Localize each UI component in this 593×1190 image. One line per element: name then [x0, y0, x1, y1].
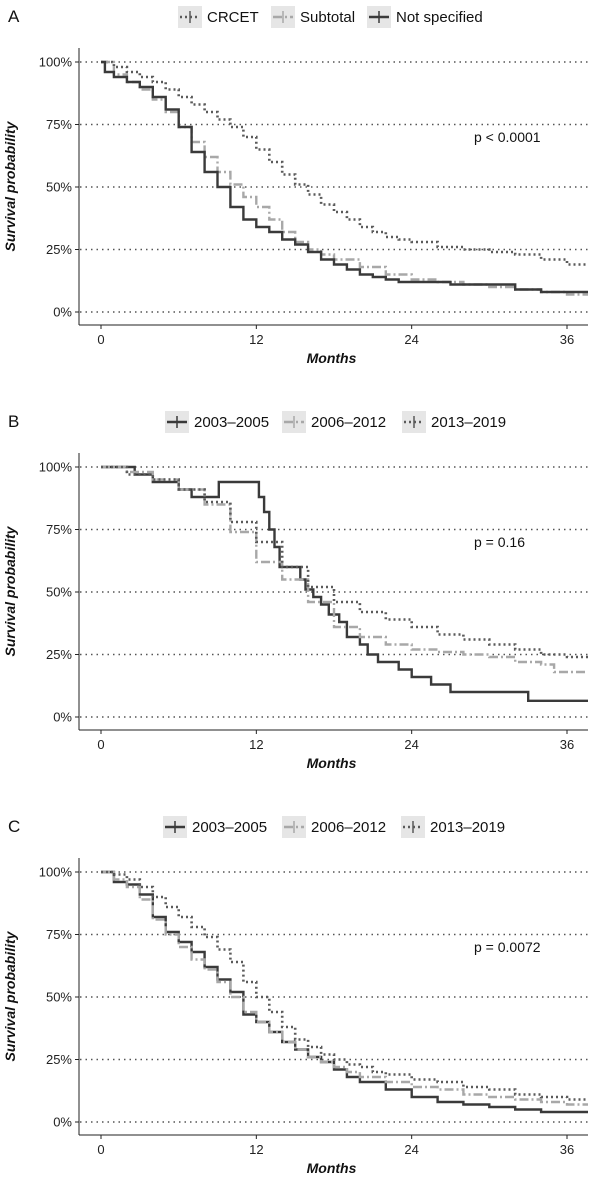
y-axis-title: Survival probability: [2, 120, 18, 251]
x-tick-label: 36: [560, 737, 574, 752]
panel-b: B 2003–2005 2006–2012 2013–2019 0% 25% 50% 75% 1…: [2, 411, 588, 771]
legend-label: 2006–2012: [311, 819, 386, 836]
panel-a: A CRCET Subtotal Not specified 0% 25% 50% 75% 10…: [2, 6, 588, 366]
series-line-solid: [101, 870, 588, 1114]
panel-c: C 2003–2005 2006–2012 2013–2019 0% 25% 50% 75% 1…: [2, 816, 588, 1176]
legend-label: Not specified: [396, 9, 483, 26]
y-tick-label: 0%: [53, 710, 72, 725]
legend: 2003–2005 2006–2012 2013–2019: [165, 411, 506, 433]
legend-label: 2006–2012: [311, 414, 386, 431]
x-tick-label: 36: [560, 332, 574, 347]
series-line-dashdot: [101, 465, 588, 674]
y-tick-label: 25%: [46, 647, 72, 662]
x-tick-label: 12: [249, 737, 263, 752]
x-tick-label: 0: [97, 332, 104, 347]
series-line-dashdot: [101, 60, 588, 296]
legend-label: 2003–2005: [192, 819, 267, 836]
series-line-solid: [101, 60, 588, 294]
x-tick-label: 12: [249, 332, 263, 347]
x-tick-label: 24: [404, 332, 418, 347]
series-line-dotted: [101, 465, 588, 659]
series-line-dashdot: [101, 870, 588, 1106]
panel-letter: A: [8, 7, 20, 26]
legend-label: 2013–2019: [431, 414, 506, 431]
legend-label: CRCET: [207, 9, 259, 26]
legend-label: 2003–2005: [194, 414, 269, 431]
panel-letter: C: [8, 817, 20, 836]
x-tick-label: 0: [97, 1142, 104, 1157]
legend: CRCET Subtotal Not specified: [178, 6, 483, 28]
y-axis-title: Survival probability: [2, 525, 18, 656]
y-tick-label: 50%: [46, 585, 72, 600]
legend-label: 2013–2019: [430, 819, 505, 836]
p-value-annotation: p = 0.16: [474, 534, 525, 550]
series-line-dotted: [101, 60, 588, 266]
y-tick-label: 100%: [39, 865, 73, 880]
y-tick-label: 75%: [46, 117, 72, 132]
y-tick-label: 100%: [39, 55, 73, 70]
y-axis-title: Survival probability: [2, 930, 18, 1061]
y-tick-label: 0%: [53, 1115, 72, 1130]
y-tick-label: 75%: [46, 522, 72, 537]
x-tick-label: 36: [560, 1142, 574, 1157]
p-value-annotation: p = 0.0072: [474, 939, 541, 955]
y-tick-label: 25%: [46, 242, 72, 257]
legend-label: Subtotal: [300, 9, 355, 26]
y-tick-label: 75%: [46, 927, 72, 942]
x-tick-label: 24: [404, 737, 418, 752]
p-value-annotation: p < 0.0001: [474, 129, 541, 145]
x-axis-title: Months: [307, 1160, 357, 1176]
y-tick-label: 50%: [46, 180, 72, 195]
y-tick-label: 100%: [39, 460, 73, 475]
x-axis-title: Months: [307, 350, 357, 366]
legend: 2003–2005 2006–2012 2013–2019: [163, 816, 505, 838]
y-tick-label: 50%: [46, 990, 72, 1005]
series-line-solid: [101, 465, 588, 702]
y-tick-label: 0%: [53, 305, 72, 320]
panel-letter: B: [8, 412, 19, 431]
x-tick-label: 0: [97, 737, 104, 752]
series-line-dotted: [101, 870, 588, 1101]
y-tick-label: 25%: [46, 1052, 72, 1067]
x-tick-label: 12: [249, 1142, 263, 1157]
x-tick-label: 24: [404, 1142, 418, 1157]
x-axis-title: Months: [307, 755, 357, 771]
